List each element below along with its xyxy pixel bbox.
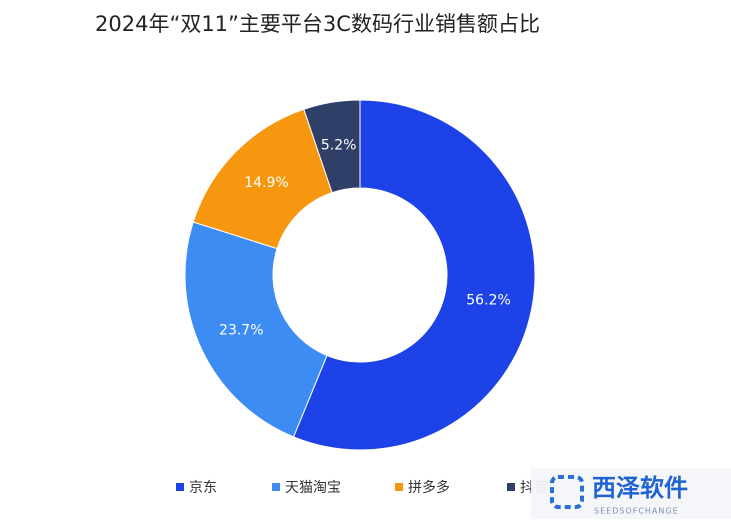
legend-swatch — [272, 483, 280, 491]
legend-swatch — [395, 483, 403, 491]
data-label: 5.2% — [321, 138, 357, 154]
legend-label: 拼多多 — [408, 479, 450, 496]
legend-swatch — [176, 483, 184, 491]
plot: 56.2% 23.7% 14.9% 5.2% — [184, 99, 536, 451]
legend-label: 京东 — [189, 480, 217, 496]
legend-label: 天猫淘宝 — [285, 480, 341, 496]
watermark-subtitle: SEEDSOFCHANGE — [594, 507, 679, 516]
watermark-box — [531, 468, 731, 519]
data-label: 14.9% — [244, 175, 288, 191]
watermark-logo — [550, 475, 584, 509]
donut-segment — [303, 99, 361, 194]
data-label: 23.7% — [219, 322, 263, 338]
watermark-title: 西泽软件 — [592, 474, 688, 502]
donut-segment — [184, 221, 328, 438]
data-label: 56.2% — [466, 292, 510, 308]
watermark: 西泽软件 SEEDSOFCHANGE — [531, 468, 731, 519]
donut-segment — [292, 99, 536, 451]
legend-swatch — [507, 483, 515, 491]
chart-title: 2024年“双11”主要平台3C数码行业销售额占比 — [95, 12, 540, 36]
